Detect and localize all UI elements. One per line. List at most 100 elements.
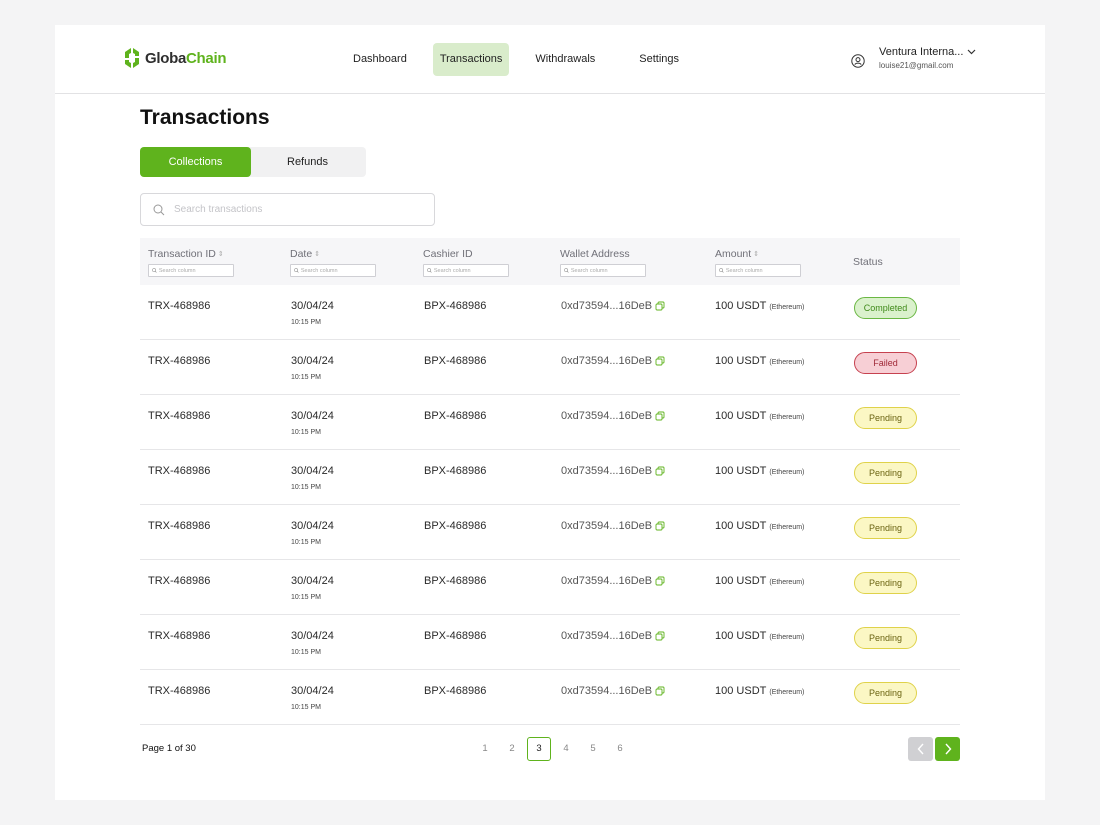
search-input[interactable] <box>174 204 414 215</box>
transaction-date: 30/04/24 <box>291 520 334 532</box>
col-amount[interactable]: Amount ⇕ <box>715 248 760 260</box>
amount: 100 USDT (Ethereum) <box>715 355 804 367</box>
transaction-id: TRX-468986 <box>148 300 211 312</box>
status-badge: Pending <box>854 517 917 539</box>
status-badge: Pending <box>854 407 917 429</box>
copy-icon[interactable] <box>655 301 665 311</box>
table-row[interactable]: TRX-468986 30/04/24 10:15 PM BPX-468986 0xd7… <box>140 615 960 670</box>
chevron-left-icon <box>917 743 924 755</box>
status-badge: Pending <box>854 682 917 704</box>
wallet-address: 0xd73594...16DeB <box>561 685 665 697</box>
tab-refunds[interactable]: Refunds <box>287 156 328 168</box>
user-info: Ventura Interna... louise21@gmail.com <box>879 46 976 70</box>
table-header: Transaction ID⇕ Date⇕ Cashier ID Wallet … <box>140 238 960 285</box>
wallet-address: 0xd73594...16DeB <box>561 465 665 477</box>
copy-icon[interactable] <box>655 686 665 696</box>
col-wallet-address: Wallet Address <box>560 248 630 260</box>
wallet-address: 0xd73594...16DeB <box>561 630 665 642</box>
sort-icon[interactable]: ⇕ <box>314 250 321 258</box>
brand-name: GlobaChain <box>145 49 227 67</box>
wallet-address: 0xd73594...16DeB <box>561 410 665 422</box>
col-transaction-id[interactable]: Transaction ID ⇕ <box>148 248 224 260</box>
transaction-time: 10:15 PM <box>291 704 321 711</box>
col-date[interactable]: Date ⇕ <box>290 248 321 260</box>
page-2-button[interactable]: 2 <box>509 743 515 754</box>
filter-input[interactable] <box>158 267 233 274</box>
cashier-id: BPX-468986 <box>424 300 487 312</box>
page-1-button[interactable]: 1 <box>482 743 488 754</box>
page-6-button[interactable]: 6 <box>617 743 623 754</box>
amount-value: 100 USDT <box>715 355 767 367</box>
filter-input[interactable] <box>570 267 645 274</box>
table-row[interactable]: TRX-468986 30/04/24 10:15 PM BPX-468986 0xd7… <box>140 450 960 505</box>
wallet-address-text: 0xd73594...16DeB <box>561 410 653 422</box>
filter-input[interactable] <box>300 267 375 274</box>
col-status: Status <box>853 256 883 268</box>
top-bar: GlobaChain Dashboard Transactions Withdr… <box>55 25 1045 94</box>
copy-icon[interactable] <box>655 631 665 641</box>
table-row[interactable]: TRX-468986 30/04/24 10:15 PM BPX-468986 0xd7… <box>140 285 960 340</box>
wallet-address: 0xd73594...16DeB <box>561 520 665 532</box>
amount: 100 USDT (Ethereum) <box>715 410 804 422</box>
user-menu[interactable]: Ventura Interna... louise21@gmail.com <box>851 46 976 70</box>
amount-network: (Ethereum) <box>769 304 805 311</box>
filter-input[interactable] <box>433 267 508 274</box>
copy-icon[interactable] <box>655 356 665 366</box>
page-4-button[interactable]: 4 <box>563 743 569 754</box>
sort-icon[interactable]: ⇕ <box>217 250 224 258</box>
copy-icon[interactable] <box>655 576 665 586</box>
sort-icon[interactable]: ⇕ <box>753 250 760 258</box>
table-body: TRX-468986 30/04/24 10:15 PM BPX-468986 0xd7… <box>140 285 960 725</box>
filter-wallet-address <box>560 264 646 277</box>
filter-input[interactable] <box>725 267 800 274</box>
wallet-address: 0xd73594...16DeB <box>561 355 665 367</box>
cashier-id: BPX-468986 <box>424 465 487 477</box>
page-numbers: 1 2 3 4 5 6 <box>473 737 632 761</box>
nav-dashboard[interactable]: Dashboard <box>353 53 407 65</box>
table-row[interactable]: TRX-468986 30/04/24 10:15 PM BPX-468986 0xd7… <box>140 670 960 725</box>
amount-value: 100 USDT <box>715 520 767 532</box>
transaction-id: TRX-468986 <box>148 575 211 587</box>
nav-transactions[interactable]: Transactions <box>432 43 510 76</box>
amount: 100 USDT (Ethereum) <box>715 300 804 312</box>
transaction-id: TRX-468986 <box>148 465 211 477</box>
copy-icon[interactable] <box>655 411 665 421</box>
table-row[interactable]: TRX-468986 30/04/24 10:15 PM BPX-468986 0xd7… <box>140 340 960 395</box>
nav-settings[interactable]: Settings <box>639 53 680 65</box>
transaction-date: 30/04/24 <box>291 300 334 312</box>
page-title: Transactions <box>140 106 270 129</box>
transaction-time: 10:15 PM <box>291 594 321 601</box>
next-page-button[interactable] <box>935 737 960 761</box>
copy-icon[interactable] <box>655 466 665 476</box>
brand-logo[interactable]: GlobaChain <box>122 47 226 69</box>
amount-network: (Ethereum) <box>769 579 805 586</box>
page-5-button[interactable]: 5 <box>590 743 596 754</box>
table-row[interactable]: TRX-468986 30/04/24 10:15 PM BPX-468986 0xd7… <box>140 395 960 450</box>
page-3-button[interactable]: 3 <box>527 737 551 761</box>
table-row[interactable]: TRX-468986 30/04/24 10:15 PM BPX-468986 0xd7… <box>140 505 960 560</box>
page-info: Page 1 of 30 <box>142 743 196 754</box>
search-box <box>140 193 435 226</box>
wallet-address-text: 0xd73594...16DeB <box>561 300 653 312</box>
transaction-date: 30/04/24 <box>291 355 334 367</box>
prev-page-button[interactable] <box>908 737 933 761</box>
filter-transaction-id <box>148 264 234 277</box>
copy-icon[interactable] <box>655 521 665 531</box>
amount: 100 USDT (Ethereum) <box>715 630 804 642</box>
transaction-date: 30/04/24 <box>291 575 334 587</box>
wallet-address-text: 0xd73594...16DeB <box>561 465 653 477</box>
amount-value: 100 USDT <box>715 685 767 697</box>
amount: 100 USDT (Ethereum) <box>715 685 804 697</box>
transaction-date: 30/04/24 <box>291 410 334 422</box>
amount: 100 USDT (Ethereum) <box>715 575 804 587</box>
tab-bar: Collections Refunds <box>140 147 366 177</box>
logo-icon <box>125 48 139 68</box>
table-row[interactable]: TRX-468986 30/04/24 10:15 PM BPX-468986 0xd7… <box>140 560 960 615</box>
chevron-down-icon[interactable] <box>967 49 976 55</box>
amount-network: (Ethereum) <box>769 414 805 421</box>
transaction-time: 10:15 PM <box>291 539 321 546</box>
nav-withdrawals[interactable]: Withdrawals <box>535 53 596 65</box>
tab-collections[interactable]: Collections <box>140 147 251 177</box>
transaction-time: 10:15 PM <box>291 319 321 326</box>
user-name: Ventura Interna... <box>879 46 976 58</box>
